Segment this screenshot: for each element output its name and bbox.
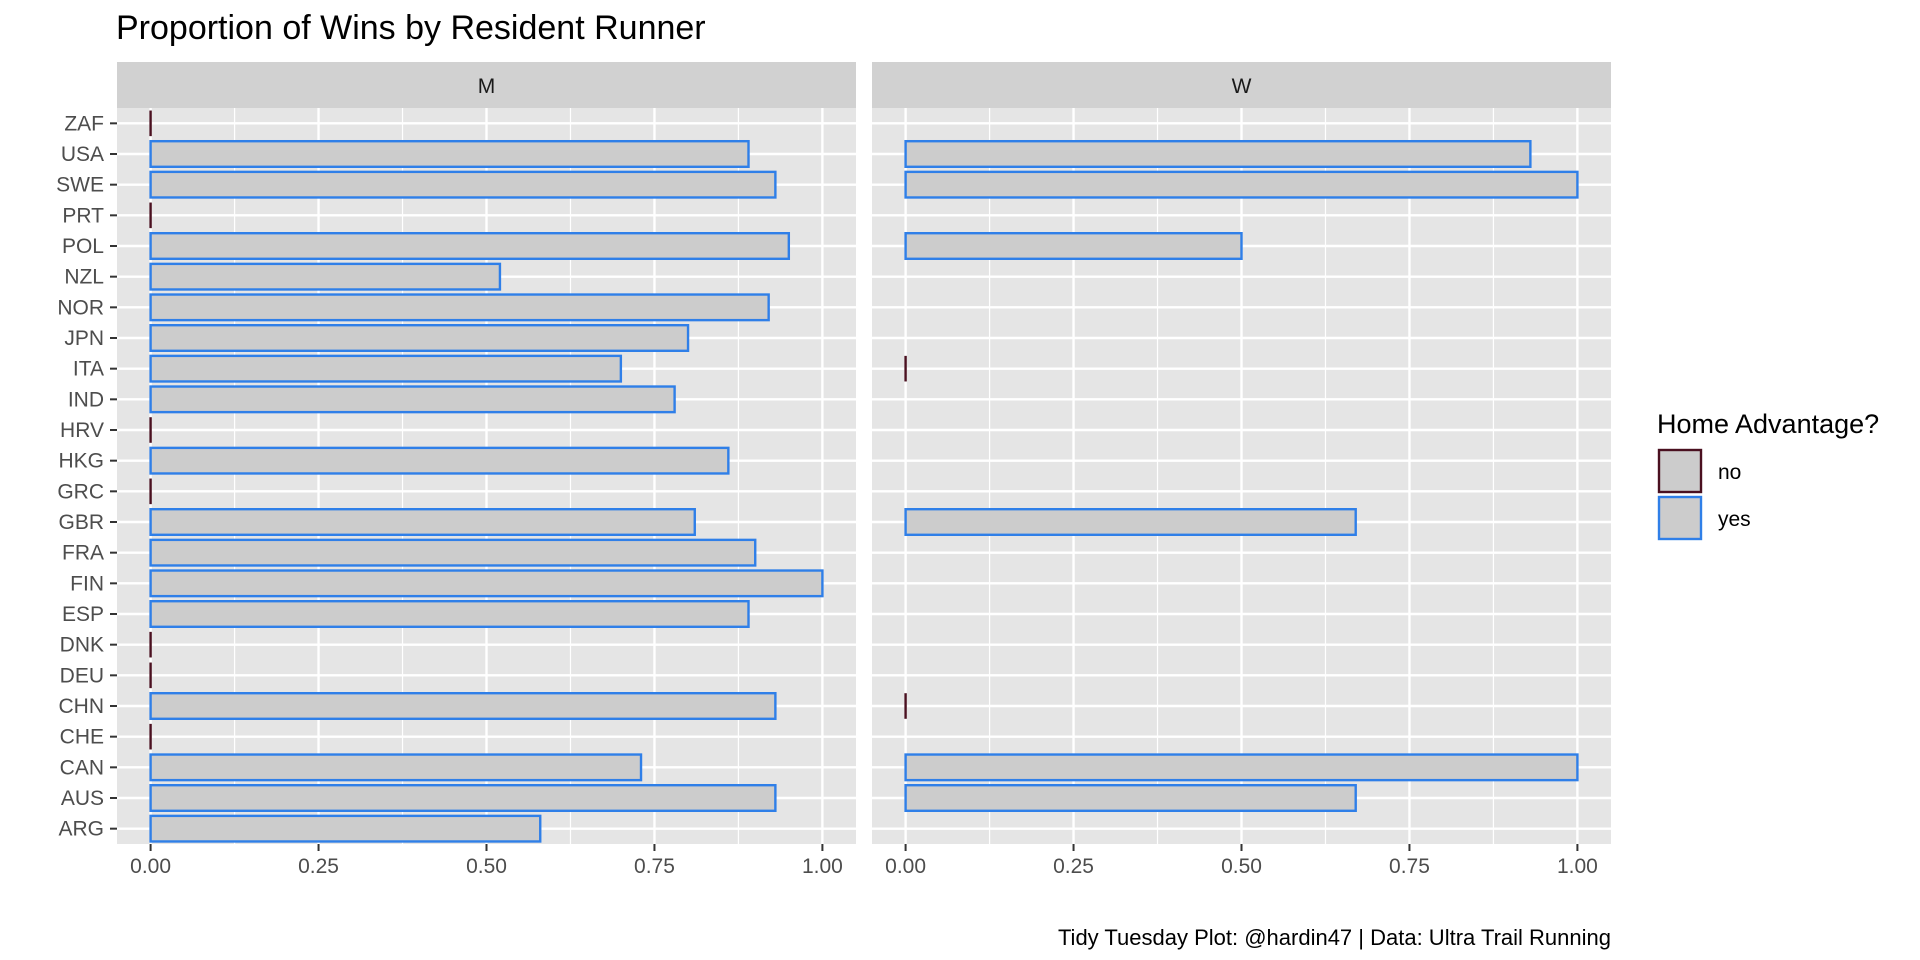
bar-can bbox=[149, 753, 643, 782]
x-tick-label: 0.25 bbox=[298, 855, 339, 878]
legend-label-yes: yes bbox=[1718, 508, 1751, 531]
y-tick-label: CHN bbox=[59, 695, 105, 718]
y-tick-label: JPN bbox=[64, 327, 104, 350]
facet-strip-bg bbox=[117, 62, 856, 108]
bar-gbr bbox=[904, 508, 1357, 537]
y-tick-label: ARG bbox=[58, 818, 104, 841]
y-tick-label: AUS bbox=[61, 787, 104, 810]
y-tick-label: IND bbox=[68, 388, 104, 411]
y-tick-label: DNK bbox=[60, 634, 104, 657]
y-tick-label: NZL bbox=[64, 266, 104, 289]
x-tick-label: 0.50 bbox=[466, 855, 507, 878]
bar-nor bbox=[149, 293, 770, 322]
bar-hkg bbox=[149, 446, 730, 475]
x-tick-label: 1.00 bbox=[802, 855, 843, 878]
bar-usa bbox=[149, 139, 750, 168]
bar-ita bbox=[149, 354, 623, 383]
bar-fra bbox=[149, 538, 757, 567]
x-tick-label: 0.00 bbox=[130, 855, 171, 878]
y-tick-label: NOR bbox=[57, 296, 104, 319]
bar-gbr bbox=[149, 508, 696, 537]
y-tick-label: CHE bbox=[60, 726, 104, 749]
legend-key-yes bbox=[1657, 495, 1703, 541]
y-tick-label: HKG bbox=[58, 450, 104, 473]
bar-chn bbox=[149, 692, 777, 721]
chart-title: Proportion of Wins by Resident Runner bbox=[116, 9, 706, 47]
bar-esp bbox=[149, 600, 750, 629]
bar-arg bbox=[149, 814, 542, 843]
y-tick-label: USA bbox=[61, 143, 104, 166]
bar-aus bbox=[904, 784, 1357, 813]
y-tick-label: HRV bbox=[60, 419, 104, 442]
facet-strip-label: M bbox=[478, 75, 496, 98]
y-tick-label: ZAF bbox=[64, 112, 104, 135]
bar-nzl bbox=[149, 262, 502, 291]
bar-swe bbox=[904, 170, 1579, 199]
bar-swe bbox=[149, 170, 777, 199]
x-tick-label: 0.75 bbox=[634, 855, 675, 878]
y-tick-label: ESP bbox=[62, 603, 104, 626]
x-tick-label: 0.50 bbox=[1221, 855, 1262, 878]
facet-panel-M: M 0.00 0.25 0.50 0.75 1.00 bbox=[117, 62, 856, 878]
y-tick-label: DEU bbox=[60, 664, 104, 687]
bar-usa bbox=[904, 139, 1532, 168]
y-tick-label: PRT bbox=[62, 204, 104, 227]
facet-panel-W: W 0.00 0.25 0.50 0.75 1.00 bbox=[872, 62, 1611, 878]
x-tick-label: 1.00 bbox=[1557, 855, 1598, 878]
y-tick-label: POL bbox=[62, 235, 104, 258]
y-tick-label: FIN bbox=[70, 572, 104, 595]
bar-aus bbox=[149, 784, 777, 813]
y-axis: ARG AUS CAN CHE CHN DEU DNK ESP FIN FRA GBR GRC HKG H… bbox=[56, 112, 117, 841]
facet-panels: M 0.00 0.25 0.50 0.75 1.00 W 0.00 0.25 0.50 0.75 1.… bbox=[117, 62, 1611, 878]
legend-title: Home Advantage? bbox=[1657, 409, 1879, 439]
bar-ind bbox=[149, 385, 676, 414]
facet-strip-label: W bbox=[1232, 75, 1252, 98]
bar-pol bbox=[904, 231, 1243, 260]
bar-fin bbox=[149, 569, 824, 598]
chart-caption: Tidy Tuesday Plot: @hardin47 | Data: Ult… bbox=[1058, 925, 1611, 950]
y-tick-label: GBR bbox=[58, 511, 104, 534]
legend-key-no bbox=[1657, 448, 1703, 494]
y-tick-label: FRA bbox=[62, 542, 104, 565]
x-tick-label: 0.00 bbox=[885, 855, 926, 878]
facet-strip-bg bbox=[872, 62, 1611, 108]
bar-jpn bbox=[149, 324, 690, 353]
bar-can bbox=[904, 753, 1579, 782]
legend: Home Advantage? no yes bbox=[1657, 409, 1879, 541]
x-tick-label: 0.75 bbox=[1389, 855, 1430, 878]
y-tick-label: CAN bbox=[60, 756, 104, 779]
y-tick-label: SWE bbox=[56, 174, 104, 197]
legend-label-no: no bbox=[1718, 461, 1741, 484]
y-tick-label: ITA bbox=[73, 358, 104, 381]
bar-pol bbox=[149, 231, 791, 260]
y-tick-label: GRC bbox=[57, 480, 104, 503]
x-tick-label: 0.25 bbox=[1053, 855, 1094, 878]
